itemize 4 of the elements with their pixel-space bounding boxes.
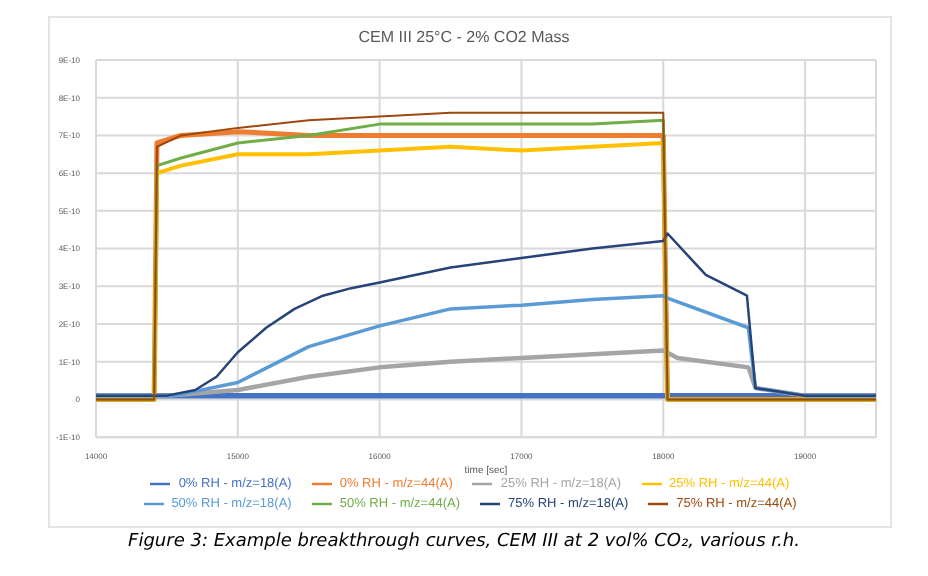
caption: Figure 3: Example breakthrough curves, CEM III at 2 vol% CO₂, various r.h. [126, 532, 802, 552]
chart-title: CEM III 25°C - 2% CO2 Mass [356, 28, 572, 46]
line-series [96, 348, 876, 398]
line-series [96, 232, 876, 397]
